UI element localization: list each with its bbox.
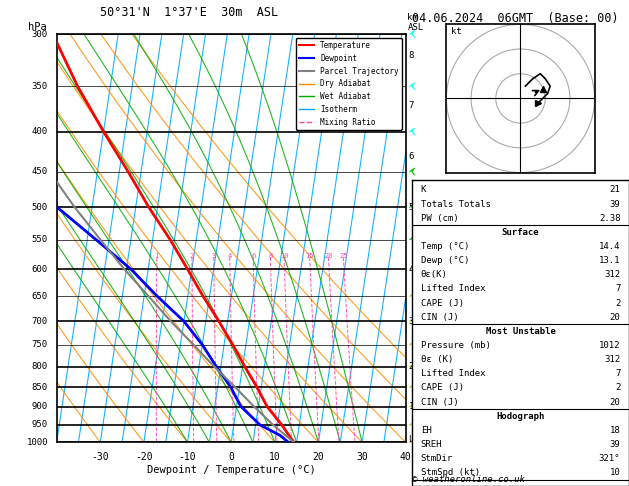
Text: 39: 39 (610, 440, 620, 449)
Text: 1: 1 (408, 402, 414, 411)
Text: 21: 21 (610, 186, 620, 194)
Text: 50°31'N  1°37'E  30m  ASL: 50°31'N 1°37'E 30m ASL (100, 6, 278, 19)
Text: 400: 400 (31, 127, 48, 136)
Text: 312: 312 (604, 270, 620, 279)
Text: 20: 20 (610, 398, 620, 407)
Text: 2: 2 (408, 362, 414, 371)
Text: 6: 6 (408, 152, 414, 160)
Text: 40: 40 (400, 452, 411, 463)
Text: 600: 600 (31, 264, 48, 274)
Text: 650: 650 (31, 292, 48, 301)
Text: 3: 3 (408, 317, 414, 326)
Text: 39: 39 (610, 200, 620, 208)
Text: EH: EH (421, 426, 431, 435)
Text: © weatheronline.co.uk: © weatheronline.co.uk (412, 474, 525, 484)
Text: θε(K): θε(K) (421, 270, 448, 279)
Text: 7: 7 (408, 101, 414, 110)
Text: 1012: 1012 (599, 341, 620, 350)
Text: -10: -10 (179, 452, 196, 463)
Text: 18: 18 (610, 426, 620, 435)
Text: km
ASL: km ASL (408, 13, 423, 32)
Text: 6: 6 (251, 253, 255, 259)
Text: 0: 0 (228, 452, 234, 463)
Text: 550: 550 (31, 235, 48, 244)
Text: 2: 2 (615, 383, 620, 393)
Text: 25: 25 (339, 253, 348, 259)
Text: -30: -30 (91, 452, 109, 463)
Text: 30: 30 (356, 452, 368, 463)
Text: 15: 15 (306, 253, 314, 259)
Text: 1: 1 (155, 253, 159, 259)
Text: 4: 4 (408, 264, 414, 274)
Text: 2: 2 (615, 298, 620, 308)
Text: 950: 950 (31, 420, 48, 429)
Text: 10: 10 (280, 253, 288, 259)
Text: -20: -20 (135, 452, 153, 463)
Text: 7: 7 (615, 369, 620, 378)
Text: 3: 3 (211, 253, 216, 259)
Text: 14.4: 14.4 (599, 242, 620, 251)
Text: StmDir: StmDir (421, 454, 453, 463)
Text: CIN (J): CIN (J) (421, 398, 459, 407)
Text: Dewpoint / Temperature (°C): Dewpoint / Temperature (°C) (147, 465, 316, 475)
Text: 8: 8 (408, 52, 414, 60)
Text: kt: kt (452, 27, 462, 36)
Text: Pressure (mb): Pressure (mb) (421, 341, 491, 350)
Text: Lifted Index: Lifted Index (421, 369, 485, 378)
Text: 750: 750 (31, 340, 48, 349)
Text: 20: 20 (325, 253, 333, 259)
Text: CIN (J): CIN (J) (421, 312, 459, 322)
Text: 7: 7 (615, 284, 620, 294)
Text: StmSpd (kt): StmSpd (kt) (421, 469, 480, 477)
Text: 10: 10 (610, 469, 620, 477)
Text: CAPE (J): CAPE (J) (421, 298, 464, 308)
Text: Most Unstable: Most Unstable (486, 327, 555, 336)
Text: 2: 2 (190, 253, 194, 259)
Text: 5: 5 (408, 203, 414, 212)
Text: 312: 312 (604, 355, 620, 364)
Text: LCL: LCL (408, 435, 423, 444)
Text: 300: 300 (31, 30, 48, 38)
Text: 04.06.2024  06GMT  (Base: 00): 04.06.2024 06GMT (Base: 00) (412, 12, 618, 25)
Text: K: K (421, 186, 426, 194)
Text: CAPE (J): CAPE (J) (421, 383, 464, 393)
Text: 450: 450 (31, 167, 48, 176)
Text: 321°: 321° (599, 454, 620, 463)
Text: Mixing Ratio (g/kg): Mixing Ratio (g/kg) (424, 187, 433, 289)
Text: 2.38: 2.38 (599, 214, 620, 223)
Text: 800: 800 (31, 362, 48, 371)
Text: Lifted Index: Lifted Index (421, 284, 485, 294)
Text: 20: 20 (313, 452, 325, 463)
Legend: Temperature, Dewpoint, Parcel Trajectory, Dry Adiabat, Wet Adiabat, Isotherm, Mi: Temperature, Dewpoint, Parcel Trajectory… (296, 38, 402, 130)
Text: Totals Totals: Totals Totals (421, 200, 491, 208)
Text: 4: 4 (228, 253, 232, 259)
Text: 500: 500 (31, 203, 48, 212)
Text: 700: 700 (31, 317, 48, 326)
Text: SREH: SREH (421, 440, 442, 449)
Text: 350: 350 (31, 82, 48, 91)
Text: Hodograph: Hodograph (496, 412, 545, 421)
Text: Temp (°C): Temp (°C) (421, 242, 469, 251)
Text: 8: 8 (269, 253, 272, 259)
Text: Dewp (°C): Dewp (°C) (421, 256, 469, 265)
Text: 900: 900 (31, 402, 48, 411)
Text: 1000: 1000 (26, 438, 48, 447)
Text: PW (cm): PW (cm) (421, 214, 459, 223)
Text: 20: 20 (610, 312, 620, 322)
Text: Surface: Surface (502, 228, 539, 237)
Text: 10: 10 (269, 452, 281, 463)
Text: 13.1: 13.1 (599, 256, 620, 265)
Text: θε (K): θε (K) (421, 355, 453, 364)
Text: 850: 850 (31, 382, 48, 392)
Text: hPa: hPa (28, 22, 47, 32)
